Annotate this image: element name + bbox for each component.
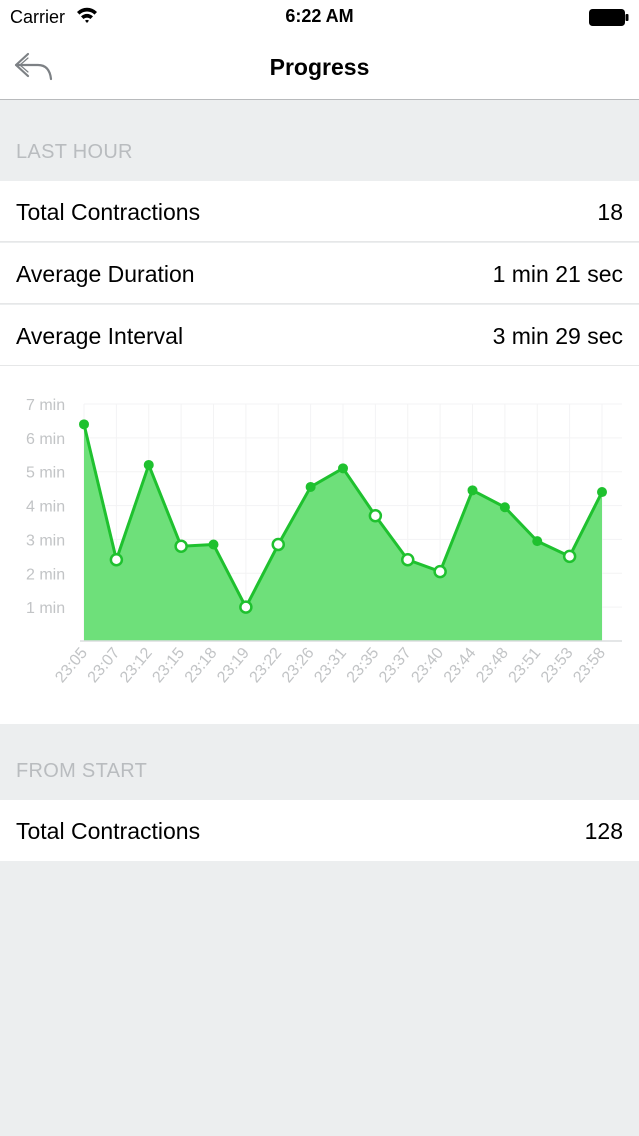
x-tick-label: 23:35 — [344, 645, 383, 687]
x-tick-label: 23:37 — [376, 645, 415, 687]
stat-value: 128 — [584, 818, 623, 844]
stat-row-total-contractions-from-start: Total Contractions 128 — [0, 800, 639, 861]
y-tick-label: 3 min — [26, 532, 65, 549]
stat-value: 1 min 21 sec — [492, 261, 623, 287]
data-point — [143, 459, 154, 470]
data-point — [239, 600, 253, 614]
data-point — [401, 552, 415, 567]
y-tick-label: 1 min — [26, 600, 65, 617]
data-point — [433, 564, 447, 579]
data-point — [597, 487, 607, 498]
x-tick-label: 23:18 — [182, 645, 221, 687]
x-tick-label: 23:58 — [570, 645, 609, 687]
x-tick-label: 23:26 — [279, 645, 318, 687]
y-tick-label: 5 min — [26, 465, 65, 482]
x-tick-label: 23:40 — [408, 645, 447, 687]
carrier-label: Carrier — [10, 7, 66, 27]
stat-label: Average Duration — [16, 261, 195, 287]
x-tick-label: 23:51 — [506, 645, 545, 687]
stat-value: 3 min 29 sec — [492, 323, 623, 349]
data-point — [174, 539, 188, 553]
data-point — [532, 536, 543, 547]
battery-icon — [589, 9, 629, 32]
x-tick-label: 23:44 — [441, 645, 480, 687]
contraction-interval-chart: 7 min 6 min 5 min 4 min 3 min 2 min 1 min 23:05… — [0, 366, 639, 724]
data-point — [467, 485, 478, 496]
back-button[interactable] — [12, 50, 56, 84]
navigation-bar: Progress — [0, 34, 639, 100]
data-point — [562, 549, 577, 564]
wifi-icon — [76, 6, 98, 29]
x-tick-label: 23:22 — [247, 645, 286, 687]
section-header-last-hour: LAST HOUR — [16, 141, 133, 163]
x-tick-label: 23:19 — [214, 645, 253, 687]
stat-label: Total Contractions — [16, 199, 201, 225]
x-tick-label: 23:53 — [538, 645, 577, 687]
y-tick-label: 6 min — [26, 431, 65, 448]
chart-area-fill — [84, 424, 602, 641]
data-point — [338, 463, 348, 474]
x-tick-label: 23:31 — [311, 645, 350, 687]
x-tick-label: 23:05 — [52, 645, 91, 687]
y-tick-label: 4 min — [26, 499, 65, 516]
x-tick-label: 23:48 — [473, 645, 512, 687]
stat-row-total-contractions: Total Contractions 18 — [0, 181, 639, 242]
y-tick-label: 2 min — [26, 566, 65, 583]
divider — [0, 241, 639, 242]
data-point — [499, 502, 510, 513]
data-point — [271, 537, 285, 552]
data-point — [305, 481, 316, 492]
divider — [0, 365, 639, 366]
status-time: 6:22 AM — [285, 6, 354, 26]
data-point — [208, 539, 219, 550]
data-point — [368, 508, 383, 523]
status-bar: Carrier 6:22 AM — [0, 0, 639, 34]
stat-row-average-duration: Average Duration 1 min 21 sec — [0, 243, 639, 304]
y-tick-label: 7 min — [26, 397, 65, 414]
stat-row-average-interval: Average Interval 3 min 29 sec — [0, 305, 639, 366]
x-tick-label: 23:07 — [85, 645, 124, 687]
data-point — [109, 552, 124, 567]
x-tick-label: 23:12 — [117, 645, 156, 687]
x-tick-label: 23:15 — [149, 645, 188, 687]
back-arrow-icon — [14, 52, 53, 81]
chart-canvas: 7 min 6 min 5 min 4 min 3 min 2 min 1 min 23:05… — [26, 397, 622, 687]
data-point — [79, 419, 89, 430]
stat-label: Average Interval — [16, 323, 184, 349]
page-title: Progress — [269, 54, 370, 80]
section-header-from-start: FROM START — [16, 760, 148, 782]
stat-label: Total Contractions — [16, 818, 201, 844]
stat-value: 18 — [597, 199, 623, 225]
divider — [0, 303, 639, 304]
